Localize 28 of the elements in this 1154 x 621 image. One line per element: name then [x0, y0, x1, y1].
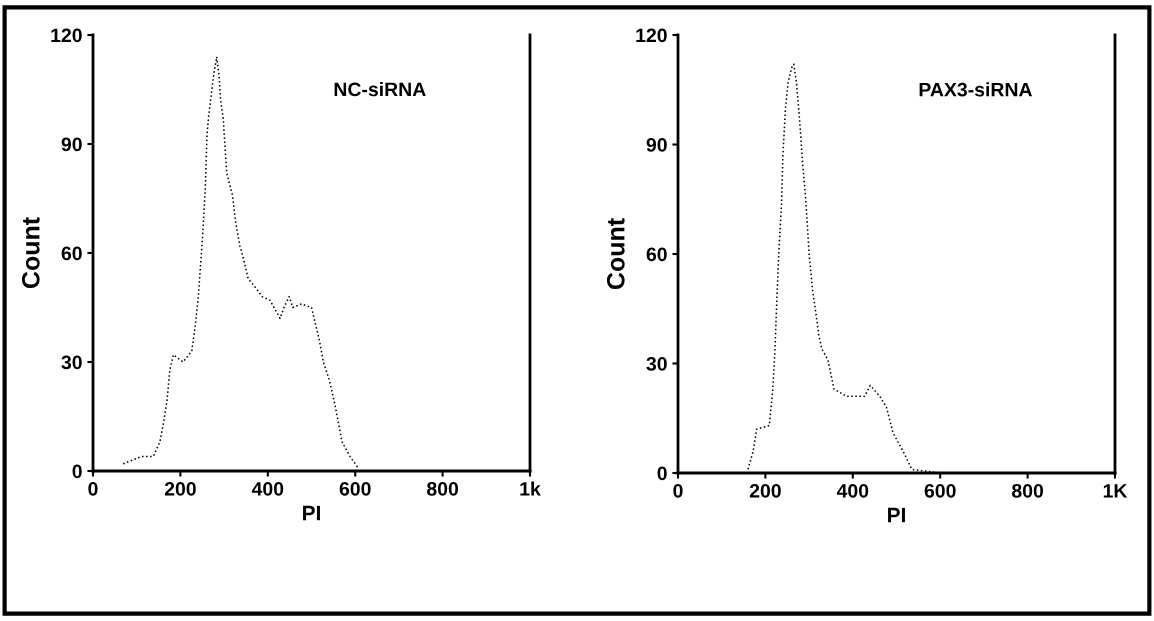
x-tick-label: 800: [1012, 483, 1044, 498]
y-axis-title: Count: [21, 217, 40, 289]
y-tick-label: 0: [657, 466, 667, 481]
y-tick-label: 30: [61, 355, 82, 370]
y-tick-label: 90: [61, 137, 82, 152]
x-tick-label: 1k: [520, 481, 541, 496]
x-tick-label: 1K: [1103, 484, 1128, 498]
x-tick-label: 800: [427, 481, 459, 496]
x-tick-label: 400: [251, 481, 284, 496]
x-tick-label: 600: [924, 483, 956, 498]
x-tick-label: 200: [164, 481, 196, 496]
y-tick-label: 120: [636, 28, 667, 43]
annotation: NC-siRNA: [334, 81, 426, 97]
y-tick-label: 120: [51, 28, 82, 43]
annotation: PAX3-siRNA: [919, 82, 1033, 97]
y-tick-label: 60: [61, 246, 82, 261]
x-tick-label: 400: [836, 483, 869, 498]
x-tick-label: 0: [673, 483, 683, 498]
x-axis-title: PI: [888, 507, 905, 523]
x-axis-title: PI: [303, 505, 320, 521]
y-tick-label: 30: [646, 356, 667, 371]
y-axis-title: Count: [606, 218, 625, 290]
y-tick-label: 60: [646, 247, 667, 262]
y-tick-label: 0: [72, 464, 82, 479]
x-tick-label: 600: [339, 481, 371, 496]
x-tick-label: 200: [749, 483, 781, 498]
y-tick-label: 90: [646, 137, 667, 152]
x-tick-label: 0: [88, 481, 98, 496]
